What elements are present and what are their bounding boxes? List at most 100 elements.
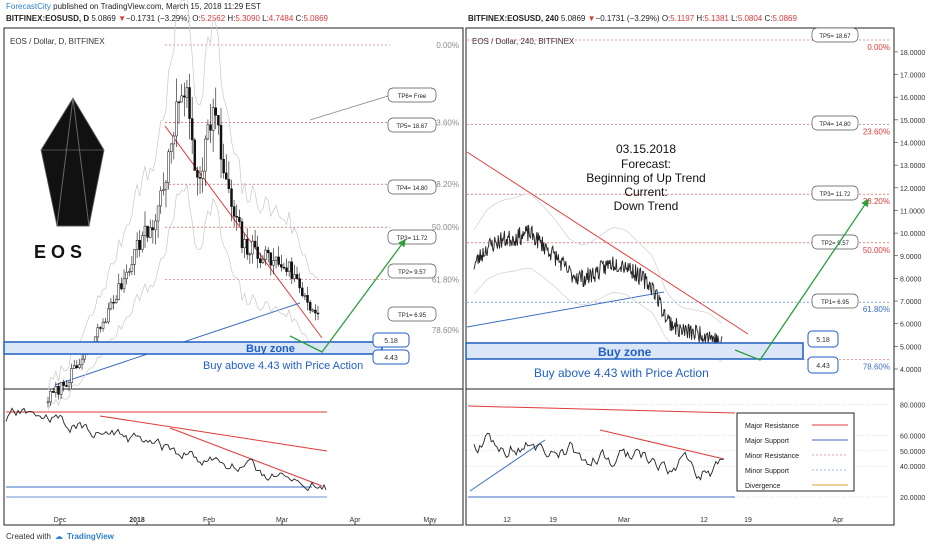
right-tp-box: TP4= 14.80 — [812, 116, 858, 130]
left-candle-body — [220, 125, 222, 159]
left-candle-body — [246, 239, 248, 254]
left-x-tick-label: Dec — [54, 517, 67, 524]
left-tp-box: TP4= 14.80 — [388, 180, 436, 194]
left-candle-body — [280, 264, 282, 267]
legend: Major ResistanceMajor SupportMinor Resis… — [737, 413, 854, 491]
right-fib-label: 78.60% — [863, 362, 890, 371]
left-candle-body — [71, 369, 73, 383]
left-candle-body — [52, 391, 54, 392]
left-candle-body — [301, 288, 303, 296]
left-candle-body — [251, 241, 253, 254]
left-candle-body — [210, 125, 212, 130]
left-candle-body — [134, 249, 136, 264]
chart-canvas: EOS / Dollar, D, BITFINEX E O S 0.00%23.… — [0, 0, 932, 550]
left-candle-body — [312, 310, 314, 311]
left-tp-box: TP6= Free — [388, 88, 436, 102]
left-candle-body — [60, 382, 62, 394]
left-x-tick-label: Mar — [276, 517, 289, 524]
left-candle-body — [154, 221, 156, 230]
left-buy-note: Buy above 4.43 with Price Action — [203, 360, 363, 372]
right-tp-label: TP2= 9.57 — [821, 241, 850, 247]
left-candle-body — [304, 295, 306, 296]
left-tp-box: TP2= 9.57 — [388, 264, 436, 278]
right-level-lines: 0.00%23.60%38.20%50.00%61.80%78.60%TP5= … — [467, 28, 890, 371]
right-y-tick-label: 17.0000 — [900, 73, 925, 80]
legend-label: Major Support — [745, 438, 789, 445]
right-y-tick-label: 5.0000 — [900, 344, 922, 351]
left-candle-body — [160, 191, 162, 206]
right-price-line — [474, 225, 722, 348]
left-candle-body — [102, 322, 104, 328]
left-candle-body — [296, 274, 298, 278]
left-tp-label: TP2= 9.57 — [398, 270, 427, 276]
left-candle-body — [170, 144, 172, 152]
left-candle-body — [307, 295, 309, 302]
right-osc-support-trend — [470, 440, 545, 491]
forecast-line: Beginning of Up Trend — [586, 171, 705, 185]
left-candle-body — [202, 171, 204, 178]
right-osc-tick-label: 40.0000 — [900, 464, 925, 471]
left-candle-body — [131, 265, 133, 272]
forecast-line: Forecast: — [621, 157, 671, 171]
right-x-tick-label: 19 — [549, 517, 557, 524]
right-zone-bottom-box: 4.43 — [808, 357, 838, 373]
left-osc-trend-2 — [170, 428, 322, 486]
eos-logo-text: E O S — [34, 242, 82, 262]
left-zone-bottom: 4.43 — [384, 355, 398, 362]
left-candle-body — [115, 299, 117, 302]
left-candle-body — [244, 239, 246, 247]
right-y-tick-label: 15.0000 — [900, 118, 925, 125]
left-candle-body — [236, 216, 238, 217]
left-candle-body — [217, 115, 219, 125]
right-zone-top-box: 5.18 — [808, 331, 838, 347]
left-candle-body — [175, 102, 177, 136]
left-candle-body — [144, 226, 146, 236]
left-candle-body — [314, 310, 316, 313]
left-candle-body — [207, 125, 209, 139]
left-candle-body — [47, 402, 49, 403]
right-fib-label: 0.00% — [867, 43, 890, 52]
footer-brand[interactable]: TradingView — [67, 532, 114, 541]
left-candle-body — [157, 206, 159, 221]
left-x-tick-label: Feb — [203, 517, 215, 524]
left-candle-body — [78, 365, 80, 368]
left-candle-body — [128, 271, 130, 272]
left-tp-box: TP5= 18.67 — [388, 118, 436, 132]
left-candle-body — [233, 207, 235, 217]
right-panel-title: EOS / Dollar, 240, BITFINEX — [472, 37, 575, 46]
left-candle-body — [265, 250, 267, 259]
left-candle-body — [191, 119, 193, 140]
right-y-tick-label: 14.0000 — [900, 141, 925, 148]
forecast-line: Down Trend — [614, 199, 679, 213]
left-candle-body — [241, 222, 243, 248]
right-y-tick-label: 11.0000 — [900, 208, 925, 215]
right-tp-box: TP2= 9.57 — [812, 235, 858, 249]
left-zone-top: 5.18 — [384, 338, 398, 345]
left-candle-body — [165, 183, 167, 190]
left-candle-body — [272, 261, 274, 266]
right-zone-bottom: 4.43 — [816, 363, 830, 370]
right-x-tick-label: 12 — [700, 517, 708, 524]
left-candle-body — [73, 366, 75, 369]
left-fib-label: 0.00% — [436, 41, 459, 50]
right-y-tick-label: 13.0000 — [900, 163, 925, 170]
right-x-tick-label: 12 — [503, 517, 511, 524]
left-candle-body — [278, 257, 280, 264]
right-price-axis: 4.0000 5.0000 6.0000 7.0000 8.0000 9.0000 10.0… — [894, 50, 925, 374]
right-y-tick-label: 6.0000 — [900, 322, 922, 329]
left-candle-body — [120, 284, 122, 289]
left-fib-label: 50.00% — [432, 223, 459, 232]
left-candle-body — [68, 383, 70, 386]
left-tp-box: TP1= 6.95 — [388, 307, 436, 321]
left-candle-body — [270, 253, 272, 265]
left-x-tick-label: May — [423, 517, 437, 524]
left-oscillator-line — [6, 408, 326, 490]
left-candle-body — [212, 108, 214, 131]
right-buy-zone-label: Buy zone — [598, 345, 652, 359]
left-buy-zone-label: Buy zone — [246, 343, 295, 355]
left-candle-body — [299, 279, 301, 288]
left-candle-body — [228, 179, 230, 188]
left-candle-body — [50, 391, 52, 402]
right-y-tick-label: 12.0000 — [900, 186, 925, 193]
left-candle-body — [63, 382, 65, 385]
